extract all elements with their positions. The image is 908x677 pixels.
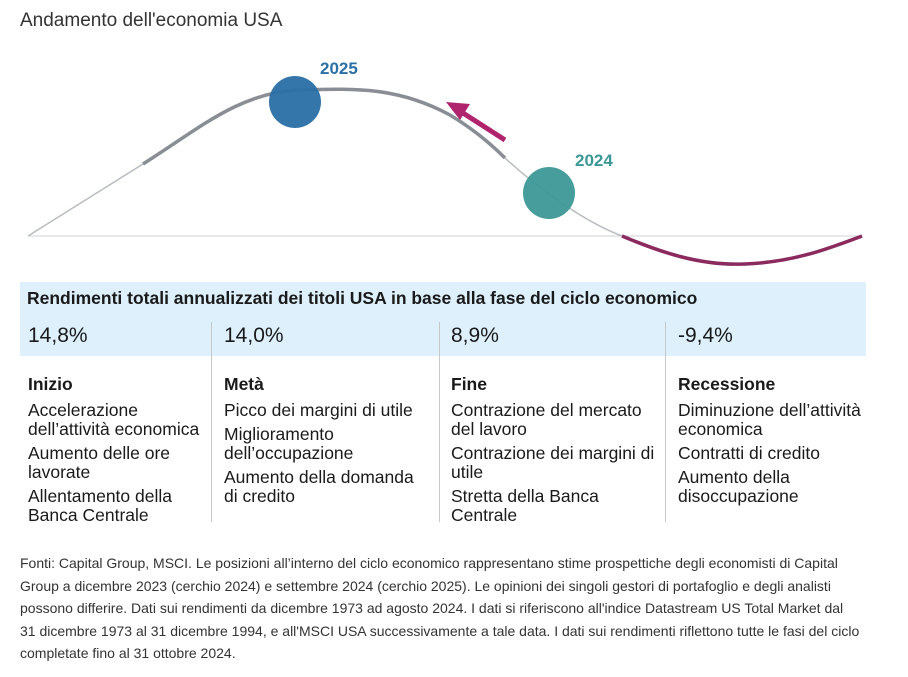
- column-divider: [439, 322, 440, 522]
- phase-item: Aumento della domanda di credito: [224, 467, 414, 506]
- marker-2024-circle: [523, 167, 575, 219]
- marker-2025-circle: [269, 76, 321, 128]
- direction-arrow-head: [446, 102, 470, 120]
- business-cycle-diagram: 2025 2024: [27, 59, 863, 266]
- phase-column-mid: 14,0% Metà Picco dei margini di utile Mi…: [224, 322, 414, 506]
- column-divider: [665, 322, 666, 522]
- returns-band: [20, 282, 866, 356]
- phase-item: Contrazione dei margini di utile: [451, 443, 655, 482]
- phase-name: Metà: [224, 374, 264, 394]
- phase-column-late: 8,9% Fine Contrazione del mercato del la…: [451, 322, 656, 525]
- source-footnote: Fonti: Capital Group, MSCI. Le posizioni…: [20, 555, 860, 661]
- curve-expansion: [142, 87, 507, 166]
- marker-2024-label: 2024: [575, 151, 613, 170]
- phase-return-value: 8,9%: [451, 324, 499, 347]
- phase-item: Miglioramento dell’occupazione: [224, 424, 354, 463]
- phase-item: Picco dei margini di utile: [224, 400, 413, 420]
- phase-item: Contrazione del mercato del lavoro: [451, 400, 642, 439]
- marker-2025-label: 2025: [320, 59, 358, 78]
- phase-item: Aumento della disoccupazione: [678, 467, 799, 506]
- phase-item: Allentamento della Banca Centrale: [28, 486, 172, 525]
- curve-recession: [621, 234, 863, 266]
- phase-item: Aumento delle ore lavorate: [28, 443, 171, 482]
- phase-item: Accelerazione dell’attività economica: [28, 400, 200, 439]
- phase-name: Inizio: [28, 374, 73, 394]
- phase-return-value: 14,8%: [28, 324, 88, 347]
- curve-ramp: [27, 163, 144, 237]
- phase-return-value: 14,0%: [224, 324, 284, 347]
- column-divider: [211, 322, 212, 522]
- phase-name: Recessione: [678, 374, 776, 394]
- returns-table-title: Rendimenti totali annualizzati dei titol…: [27, 288, 698, 308]
- phase-column-early: 14,8% Inizio Accelerazione dell’attività…: [28, 322, 208, 525]
- phase-return-value: -9,4%: [678, 324, 733, 347]
- phase-column-recession: -9,4% Recessione Diminuzione dell’attivi…: [678, 322, 873, 506]
- direction-arrow-shaft: [461, 110, 507, 143]
- chart-title: Andamento dell'economia USA: [20, 10, 283, 31]
- phase-item: Diminuzione dell’attività economica: [678, 400, 861, 439]
- phase-item: Stretta della Banca Centrale: [451, 486, 599, 525]
- phase-item: Contratti di credito: [678, 443, 821, 463]
- phase-name: Fine: [451, 374, 487, 394]
